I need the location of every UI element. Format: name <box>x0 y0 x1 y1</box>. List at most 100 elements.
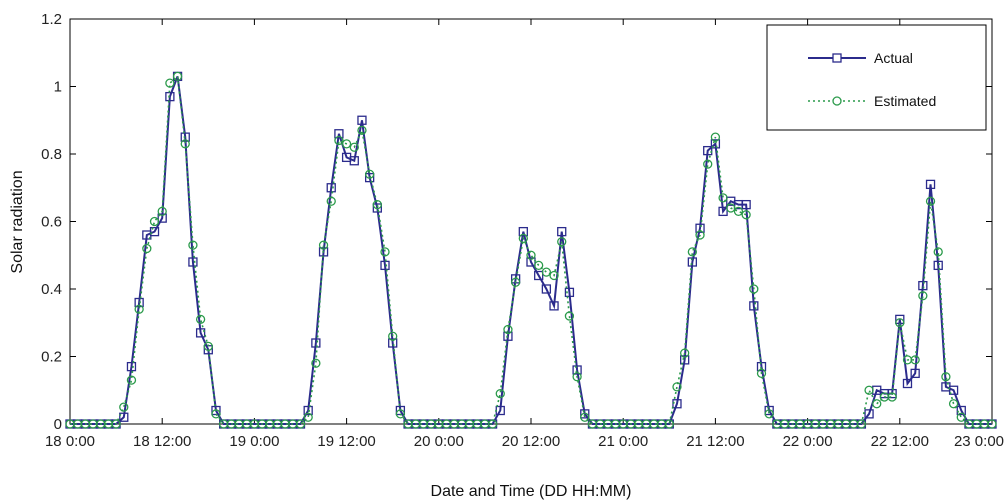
data-point-estimated <box>564 311 575 321</box>
data-point-estimated <box>372 199 382 210</box>
data-point-estimated <box>680 348 690 358</box>
legend-label-estimated: Estimated <box>874 93 936 109</box>
data-point-actual <box>948 385 959 395</box>
data-point-actual <box>541 284 552 294</box>
data-point-estimated <box>733 206 744 217</box>
data-point-actual <box>741 199 751 210</box>
data-point-actual <box>703 145 713 156</box>
legend: Actual Estimated <box>766 24 987 131</box>
data-point-estimated <box>119 402 129 412</box>
data-point-actual <box>526 257 536 267</box>
data-point-estimated <box>357 125 367 136</box>
series-layer <box>65 71 997 429</box>
data-point-estimated <box>388 331 398 341</box>
data-point-estimated <box>341 139 352 149</box>
data-point-actual <box>380 260 390 271</box>
data-point-actual <box>902 378 913 389</box>
data-point-actual <box>126 361 137 372</box>
data-point-estimated <box>664 419 674 429</box>
y-tick-label: 0.2 <box>41 349 62 366</box>
data-point-actual <box>764 405 774 416</box>
data-point-estimated <box>864 385 874 395</box>
data-point-actual <box>157 213 167 223</box>
data-point-estimated <box>380 247 390 257</box>
legend-items <box>808 53 866 106</box>
y-tick-label: 0.6 <box>41 214 62 231</box>
x-tick-label: 20 0:00 <box>414 433 464 450</box>
data-point-estimated <box>326 196 336 206</box>
data-point-estimated <box>526 250 536 260</box>
data-point-actual <box>188 257 198 267</box>
data-point-actual <box>718 206 728 217</box>
data-point-estimated <box>195 314 206 325</box>
data-point-actual <box>756 361 767 372</box>
data-point-estimated <box>856 419 867 429</box>
data-point-estimated <box>710 132 721 142</box>
data-point-estimated <box>334 135 344 146</box>
data-point-actual <box>918 280 928 291</box>
data-point-estimated <box>487 419 498 429</box>
data-point-estimated <box>211 409 221 419</box>
y-tick-label: 0.8 <box>41 146 62 163</box>
data-point-estimated <box>364 169 375 179</box>
data-point-actual <box>572 365 582 375</box>
data-point-estimated <box>956 412 966 422</box>
data-point-actual <box>710 139 721 149</box>
data-point-actual <box>749 301 759 311</box>
data-point-estimated <box>295 419 306 429</box>
data-point-actual <box>180 132 190 142</box>
data-point-estimated <box>518 233 528 244</box>
data-point-actual <box>549 301 559 311</box>
data-point-estimated <box>695 230 705 240</box>
data-point-estimated <box>987 419 997 429</box>
data-point-estimated <box>925 196 936 206</box>
legend-marker-estimated <box>832 96 842 106</box>
x-tick-label: 23 0:00 <box>954 433 1004 450</box>
data-point-estimated <box>718 193 728 203</box>
x-tick-label: 22 0:00 <box>783 433 833 450</box>
data-point-actual <box>864 409 874 419</box>
data-point-actual <box>956 405 966 416</box>
data-point-actual <box>372 203 382 213</box>
y-tick-label: 0.4 <box>41 281 62 298</box>
x-tick-label: 20 12:00 <box>502 433 560 450</box>
data-point-estimated <box>134 304 144 314</box>
data-point-estimated <box>534 260 544 271</box>
legend-marker-actual <box>832 53 842 63</box>
data-point-estimated <box>318 240 329 250</box>
data-point-estimated <box>303 412 313 422</box>
data-point-estimated <box>672 382 682 392</box>
data-point-actual <box>680 355 690 365</box>
data-point-actual <box>311 338 321 348</box>
data-point-actual <box>364 172 375 183</box>
data-point-estimated <box>726 203 736 213</box>
data-point-actual <box>334 129 344 139</box>
x-tick-label: 21 12:00 <box>686 433 744 450</box>
data-point-estimated <box>126 375 137 385</box>
x-tick-label: 18 12:00 <box>133 433 191 450</box>
data-point-estimated <box>541 267 552 277</box>
data-point-estimated <box>157 206 167 217</box>
data-point-estimated <box>703 159 713 169</box>
x-tick-label: 19 12:00 <box>317 433 375 450</box>
data-point-actual <box>119 412 129 422</box>
data-point-actual <box>303 405 313 416</box>
data-point-actual <box>518 226 528 237</box>
data-point-estimated <box>895 318 905 328</box>
data-point-actual <box>388 338 398 348</box>
data-point-actual <box>357 115 367 125</box>
y-axis-ticks: 0 0.2 0.4 0.6 0.8 1 1.2 <box>41 11 992 433</box>
data-point-actual <box>326 183 336 193</box>
data-point-estimated <box>311 358 321 368</box>
data-point-actual <box>933 260 943 271</box>
x-tick-label: 19 0:00 <box>229 433 279 450</box>
data-point-estimated <box>188 240 198 250</box>
x-tick-label: 22 12:00 <box>871 433 929 450</box>
legend-box <box>766 24 987 131</box>
data-point-estimated <box>149 216 160 227</box>
data-point-actual <box>695 223 705 233</box>
data-point-actual <box>580 409 590 419</box>
data-point-estimated <box>510 277 521 287</box>
data-point-estimated <box>503 324 513 335</box>
